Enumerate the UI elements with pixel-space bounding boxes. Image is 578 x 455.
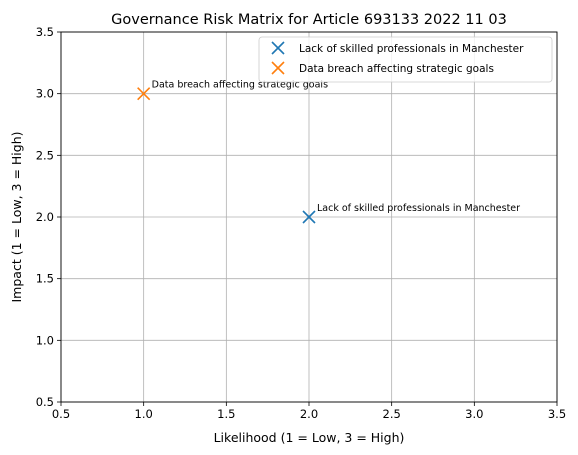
legend-label-1: Lack of skilled professionals in Manches… — [299, 43, 524, 55]
marker-stroke — [271, 41, 285, 55]
x-tick-label: 3.0 — [465, 407, 483, 421]
x-axis-label: Likelihood (1 = Low, 3 = High) — [214, 430, 405, 445]
axis-ticks: 0.5 1.0 1.5 2.0 2.5 3.0 3.5 0.5 1.0 1.5 2.0 2.5 3.0 3… — [36, 25, 566, 421]
legend-box — [258, 36, 553, 83]
marker-stroke — [137, 87, 151, 101]
y-axis-label: Impact (1 = Low, 3 = High) — [9, 132, 24, 303]
x-tick-label: 2.5 — [383, 407, 401, 421]
data-point-2 — [137, 87, 151, 101]
y-tick-label: 2.0 — [36, 210, 54, 224]
legend: Lack of skilled professionals in Manches… — [258, 36, 553, 83]
x-tick-label: 1.5 — [217, 407, 235, 421]
y-tick-label: 3.5 — [36, 25, 54, 39]
y-tick-label: 1.5 — [36, 272, 54, 286]
x-tick-label: 2.0 — [300, 407, 318, 421]
legend-marker-2 — [271, 61, 285, 75]
x-tick-label: 0.5 — [52, 407, 70, 421]
point-annotation-2: Data breach affecting strategic goals — [152, 80, 328, 91]
y-tick-label: 2.5 — [36, 148, 54, 162]
y-tick-label: 3.0 — [36, 87, 54, 101]
point-annotation-1: Lack of skilled professionals in Manches… — [317, 203, 520, 214]
x-tick-label: 1.0 — [135, 407, 153, 421]
marker-stroke — [271, 61, 285, 75]
plot-frame — [60, 31, 558, 403]
legend-label-2: Data breach affecting strategic goals — [299, 63, 494, 75]
data-marks: Lack of skilled professionals in Manches… — [137, 80, 520, 224]
marker-stroke — [302, 210, 316, 224]
x-tick-label: 3.5 — [548, 407, 566, 421]
legend-marker-1 — [271, 41, 285, 55]
y-tick-label: 0.5 — [36, 395, 54, 409]
y-tick-label: 1.0 — [36, 333, 54, 347]
chart-title: Governance Risk Matrix for Article 69313… — [111, 12, 507, 28]
data-point-1 — [302, 210, 316, 224]
